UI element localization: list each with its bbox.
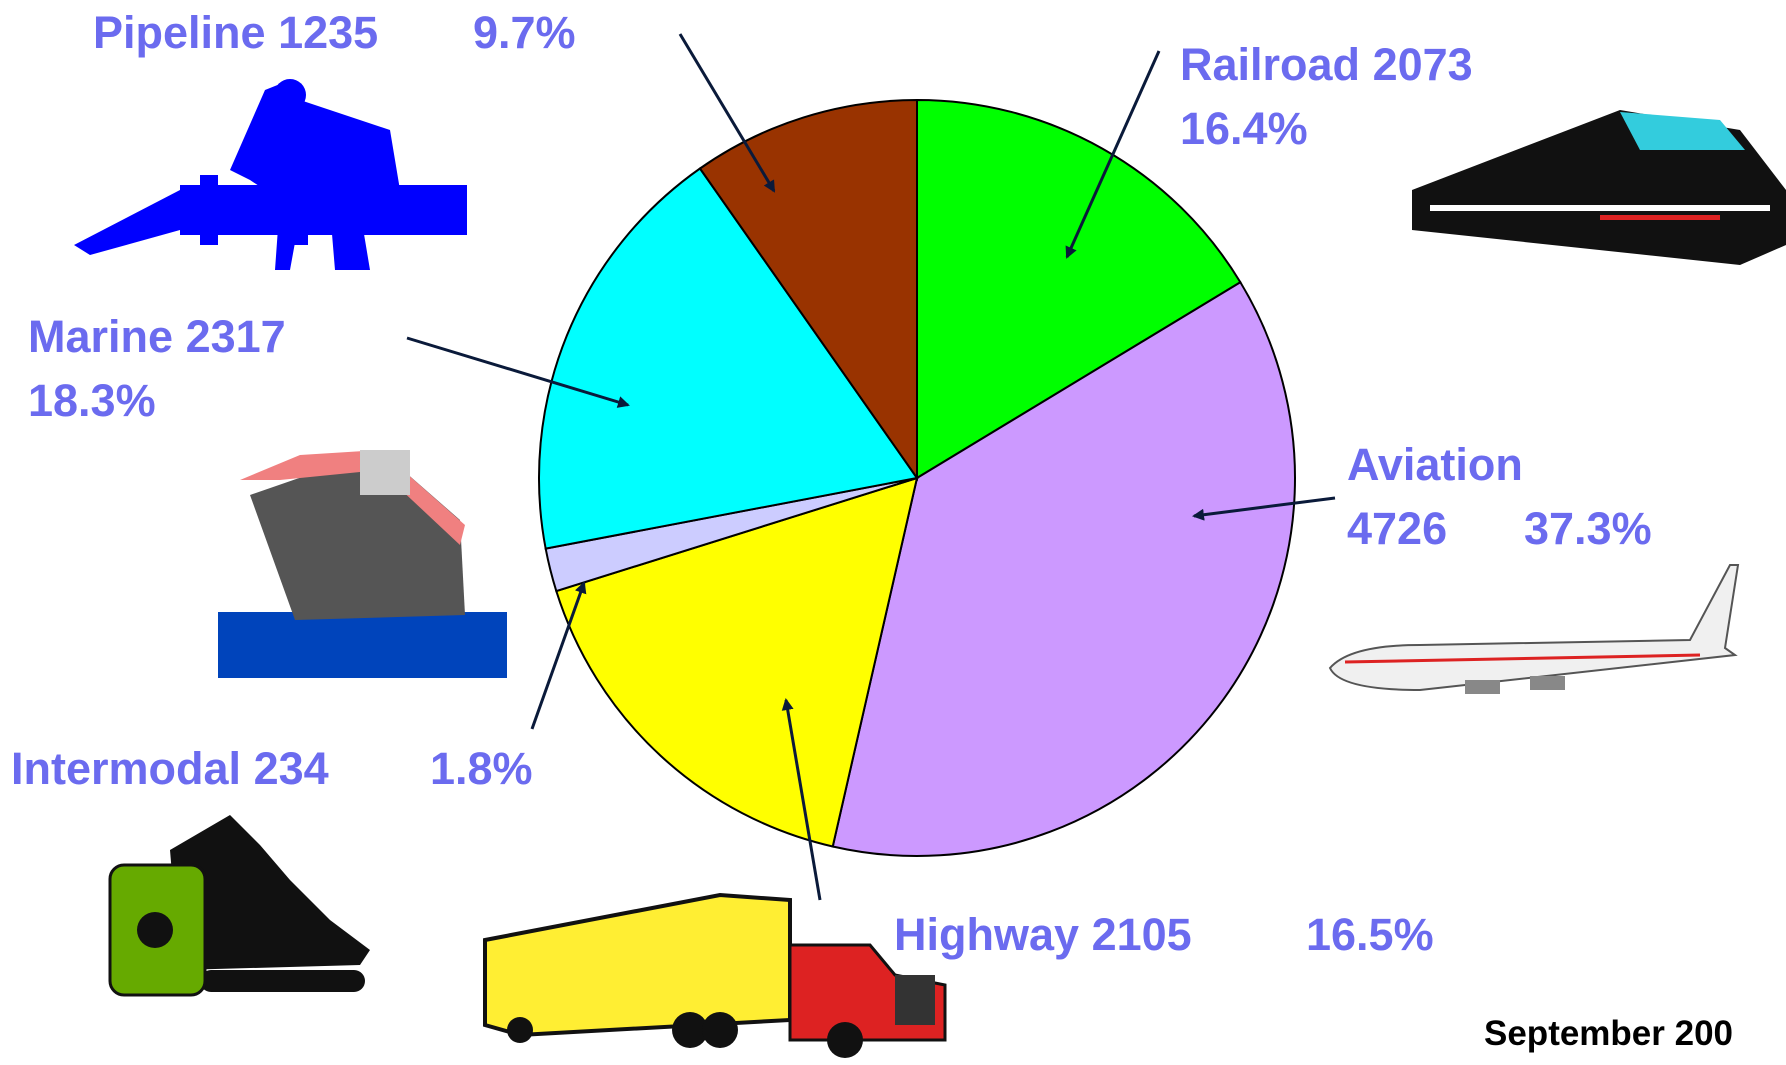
- slice-label: Marine 2317 18.3%: [28, 311, 286, 426]
- slice-label: Highway 2105 16.5%: [894, 909, 1434, 960]
- slice-label: Railroad 2073 16.4%: [1180, 39, 1473, 154]
- value: 2105: [1092, 909, 1192, 960]
- value: 234: [254, 743, 329, 794]
- share: 18.3%: [28, 375, 156, 426]
- category: Intermodal: [11, 743, 241, 794]
- value: 1235: [278, 7, 378, 58]
- plane-icon: [1330, 565, 1738, 694]
- value: 4726: [1347, 503, 1447, 554]
- slice-label: Aviation 4726 37.3%: [1347, 439, 1652, 554]
- category: Railroad: [1180, 39, 1360, 90]
- pipeline-icon: [74, 79, 467, 270]
- share: 16.5%: [1306, 909, 1434, 960]
- share: 1.8%: [430, 743, 533, 794]
- share: 9.7%: [473, 7, 576, 58]
- category: Aviation: [1347, 439, 1523, 490]
- category: Pipeline: [93, 7, 266, 58]
- chart: Pipeline 1235 9.7% Railroad 2073 16.4% Mar…: [0, 0, 1786, 1065]
- share: 16.4%: [1180, 103, 1308, 154]
- category: Highway: [894, 909, 1079, 960]
- category: Marine: [28, 311, 173, 362]
- slice-label: Intermodal 234 1.8%: [11, 743, 533, 794]
- arrow: [532, 583, 584, 729]
- truck-icon: [485, 895, 945, 1058]
- barrel-icon: [110, 815, 370, 995]
- pie: [539, 100, 1295, 856]
- slice-label: Pipeline 1235 9.7%: [93, 7, 576, 58]
- value: 2073: [1373, 39, 1473, 90]
- train-icon: [1412, 110, 1786, 265]
- value: 2317: [186, 311, 286, 362]
- ship-icon: [218, 450, 507, 678]
- share: 37.3%: [1524, 503, 1652, 554]
- footnote: September 200: [1484, 1014, 1733, 1053]
